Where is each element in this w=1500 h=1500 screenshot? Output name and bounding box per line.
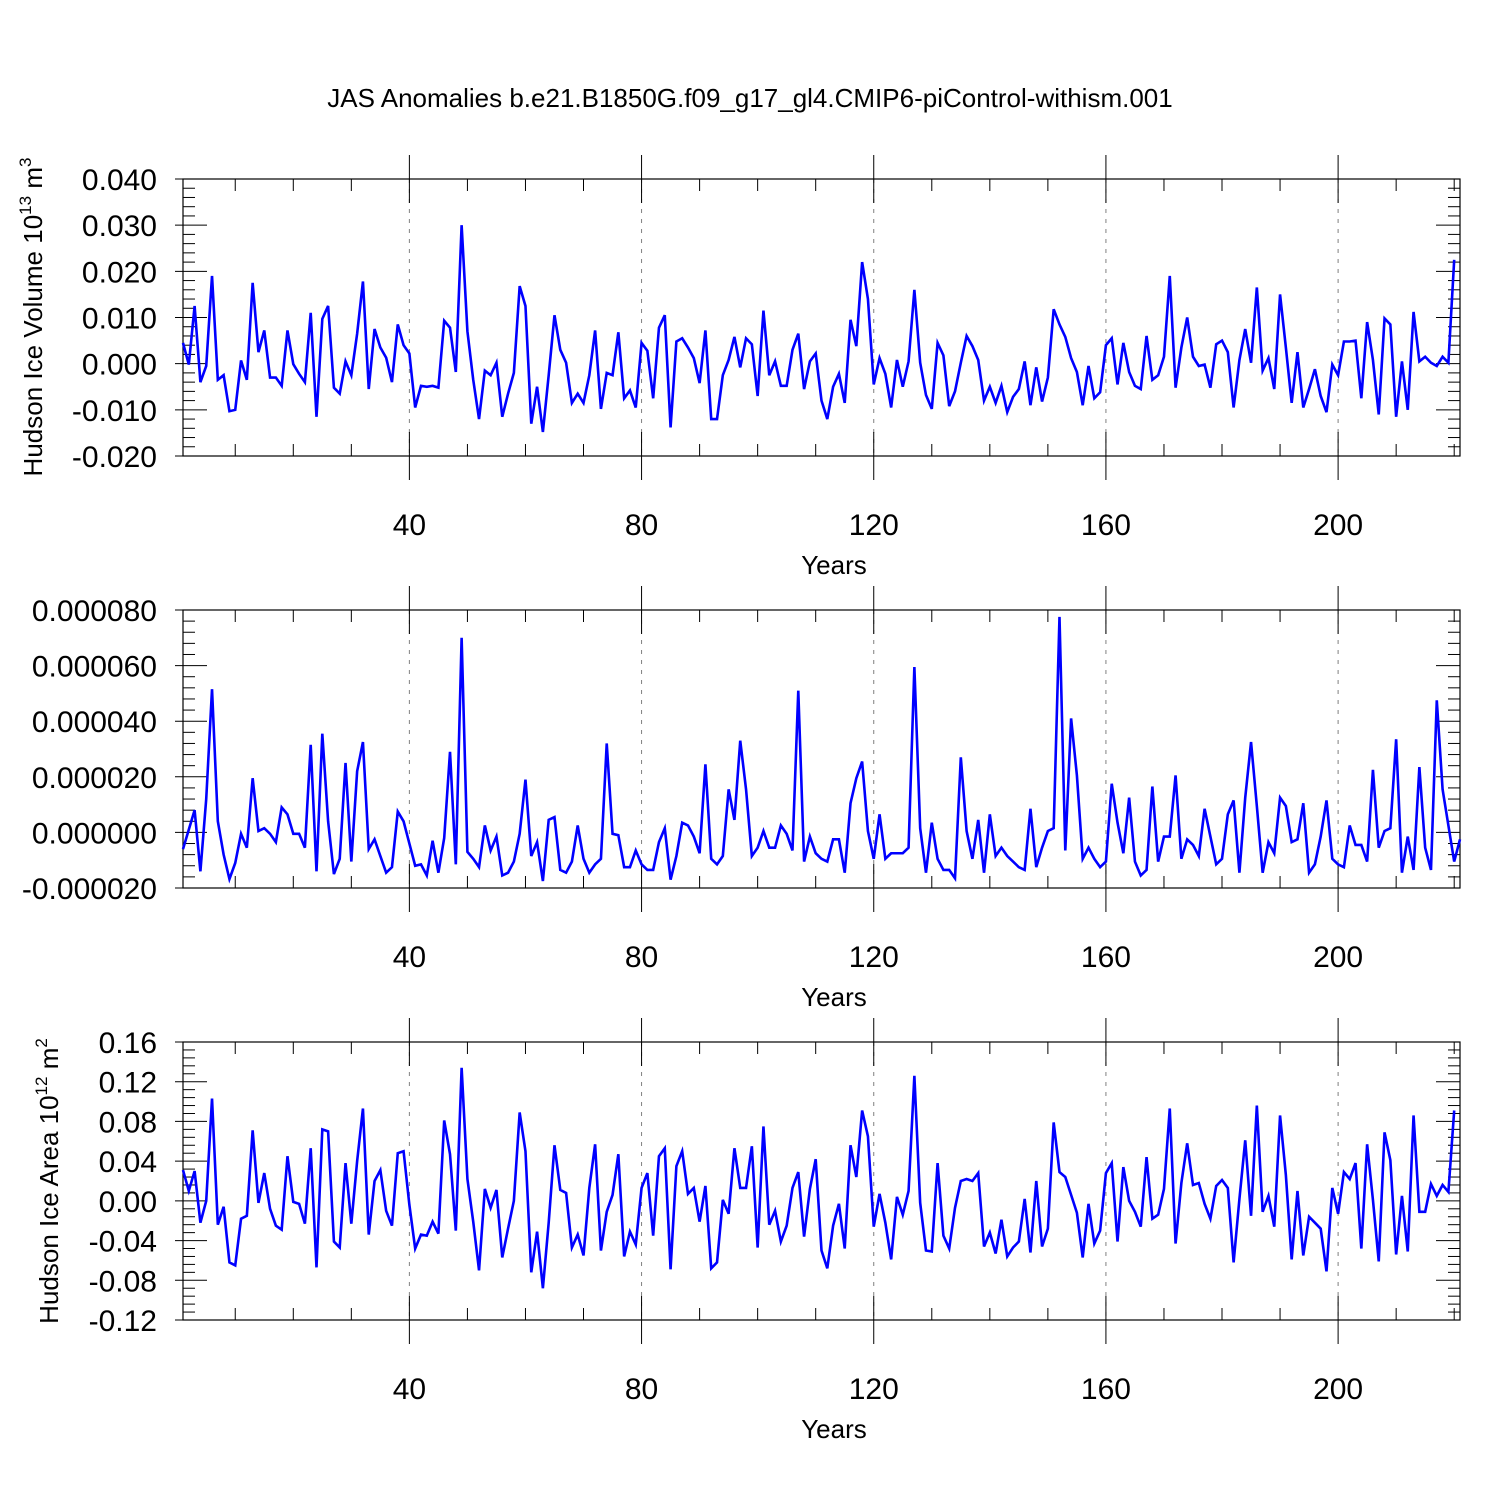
y-tick-label: -0.020 [72, 441, 157, 474]
x-tick-label: 160 [1081, 941, 1131, 974]
plot-panel-1: -0.020 -0.010 0.000 0.010 0.020 0.030 0.040 40 8… [16, 155, 1461, 580]
plot-panel-2: -0.000020 0.000000 0.000020 0.000040 0.00006… [22, 586, 1462, 1012]
x-axis-label: Years [801, 1414, 867, 1444]
y-tick-label: -0.000020 [22, 873, 157, 906]
y-tick-label: -0.12 [89, 1305, 157, 1338]
x-tick-label: 80 [625, 509, 658, 542]
y-tick-label: -0.08 [89, 1265, 157, 1298]
y-tick-label: 0.030 [82, 210, 157, 243]
y-tick-label: 0.000000 [32, 817, 157, 850]
series-line-2 [181, 616, 1462, 884]
plot-frame [182, 609, 1461, 889]
plot-panel-3: -0.12 -0.08 -0.04 0.00 0.04 0.08 0.12 0.16 40 80 1… [32, 1018, 1461, 1444]
plot-panels: -0.020 -0.010 0.000 0.010 0.020 0.030 0.040 40 8… [16, 155, 1462, 1444]
x-axis-label: Years [801, 550, 867, 580]
y-tick-label: 0.000040 [32, 706, 157, 739]
x-tick-label: 80 [625, 941, 658, 974]
x-axis-label: Years [801, 982, 867, 1012]
y-tick-label: 0.010 [82, 303, 157, 336]
x-tick-label: 120 [849, 1373, 899, 1406]
x-tick-label: 200 [1313, 1373, 1363, 1406]
x-tick-label: 160 [1081, 509, 1131, 542]
y-tick-label: 0.08 [99, 1106, 157, 1139]
y-axis-label: Hudson Ice Area 1012 m2 [32, 1038, 64, 1324]
y-tick-label: -0.04 [89, 1226, 157, 1259]
y-tick-label: 0.00 [99, 1186, 157, 1219]
y-tick-label: 0.000 [82, 349, 157, 382]
x-tick-label: 200 [1313, 941, 1363, 974]
x-tick-label: 40 [393, 1373, 426, 1406]
x-tick-label: 40 [393, 941, 426, 974]
figure-title: JAS Anomalies b.e21.B1850G.f09_g17_gl4.C… [327, 83, 1172, 113]
x-tick-label: 80 [625, 1373, 658, 1406]
x-tick-label: 120 [849, 509, 899, 542]
x-tick-label: 160 [1081, 1373, 1131, 1406]
y-tick-label: -0.010 [72, 395, 157, 428]
plot-frame [182, 178, 1461, 457]
y-tick-label: 0.000020 [32, 762, 157, 795]
x-tick-label: 200 [1313, 509, 1363, 542]
series-line-1 [181, 225, 1456, 433]
x-tick-label: 40 [393, 509, 426, 542]
y-tick-label: 0.16 [99, 1027, 157, 1060]
x-tick-label: 120 [849, 941, 899, 974]
series-line-3 [181, 1067, 1456, 1289]
y-tick-label: 0.04 [99, 1146, 157, 1179]
y-tick-label: 0.040 [82, 164, 157, 197]
plot-frame [182, 1041, 1461, 1321]
y-tick-label: 0.020 [82, 256, 157, 289]
y-tick-label: 0.000060 [32, 651, 157, 684]
y-axis-label: Hudson Ice Volume 1013 m3 [16, 158, 48, 477]
y-tick-label: 0.000080 [32, 595, 157, 628]
y-tick-label: 0.12 [99, 1067, 157, 1100]
